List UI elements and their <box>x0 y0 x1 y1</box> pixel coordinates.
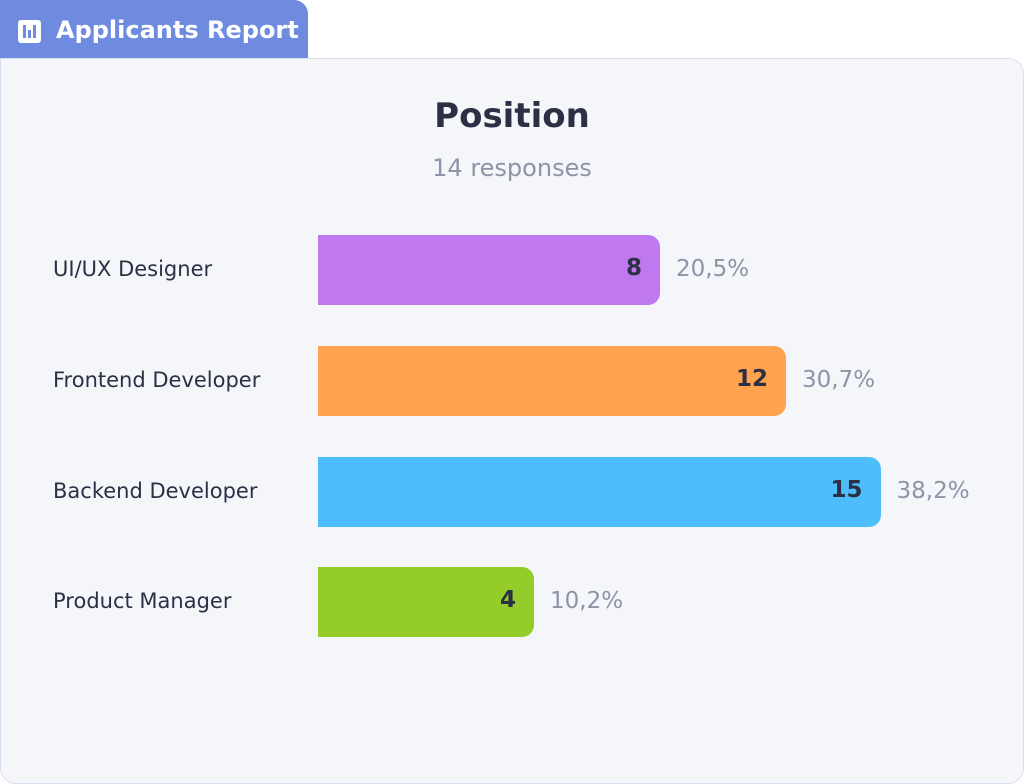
bar-row: Product Manager 4 10,2% <box>0 567 1024 637</box>
category-label: Frontend Developer <box>53 368 261 392</box>
category-label: Backend Developer <box>53 479 258 503</box>
chart-subtitle: 14 responses <box>432 154 592 182</box>
report-title: Applicants Report <box>56 16 299 44</box>
bar-chart-icon <box>18 20 41 43</box>
bar: 4 <box>318 567 534 637</box>
bar-percentage: 38,2% <box>896 478 970 504</box>
category-label: UI/UX Designer <box>53 257 213 281</box>
bar-row: UI/UX Designer 8 20,5% <box>0 235 1024 305</box>
bar-percentage: 20,5% <box>676 256 750 282</box>
bar-value: 12 <box>735 366 768 392</box>
bar: 15 <box>318 457 881 527</box>
bar-value: 15 <box>830 477 863 503</box>
chart-title: Position <box>434 96 590 136</box>
report-tab[interactable]: Applicants Report <box>0 0 308 60</box>
chart-panel <box>0 58 1024 784</box>
category-label: Product Manager <box>53 589 232 613</box>
bar-percentage: 30,7% <box>802 367 876 393</box>
bar-value: 4 <box>499 587 516 613</box>
bar-value: 8 <box>625 255 642 281</box>
bar: 12 <box>318 346 786 416</box>
bar: 8 <box>318 235 660 305</box>
bar-percentage: 10,2% <box>550 588 624 614</box>
bar-row: Backend Developer 15 38,2% <box>0 457 1024 527</box>
bar-row: Frontend Developer 12 30,7% <box>0 346 1024 416</box>
